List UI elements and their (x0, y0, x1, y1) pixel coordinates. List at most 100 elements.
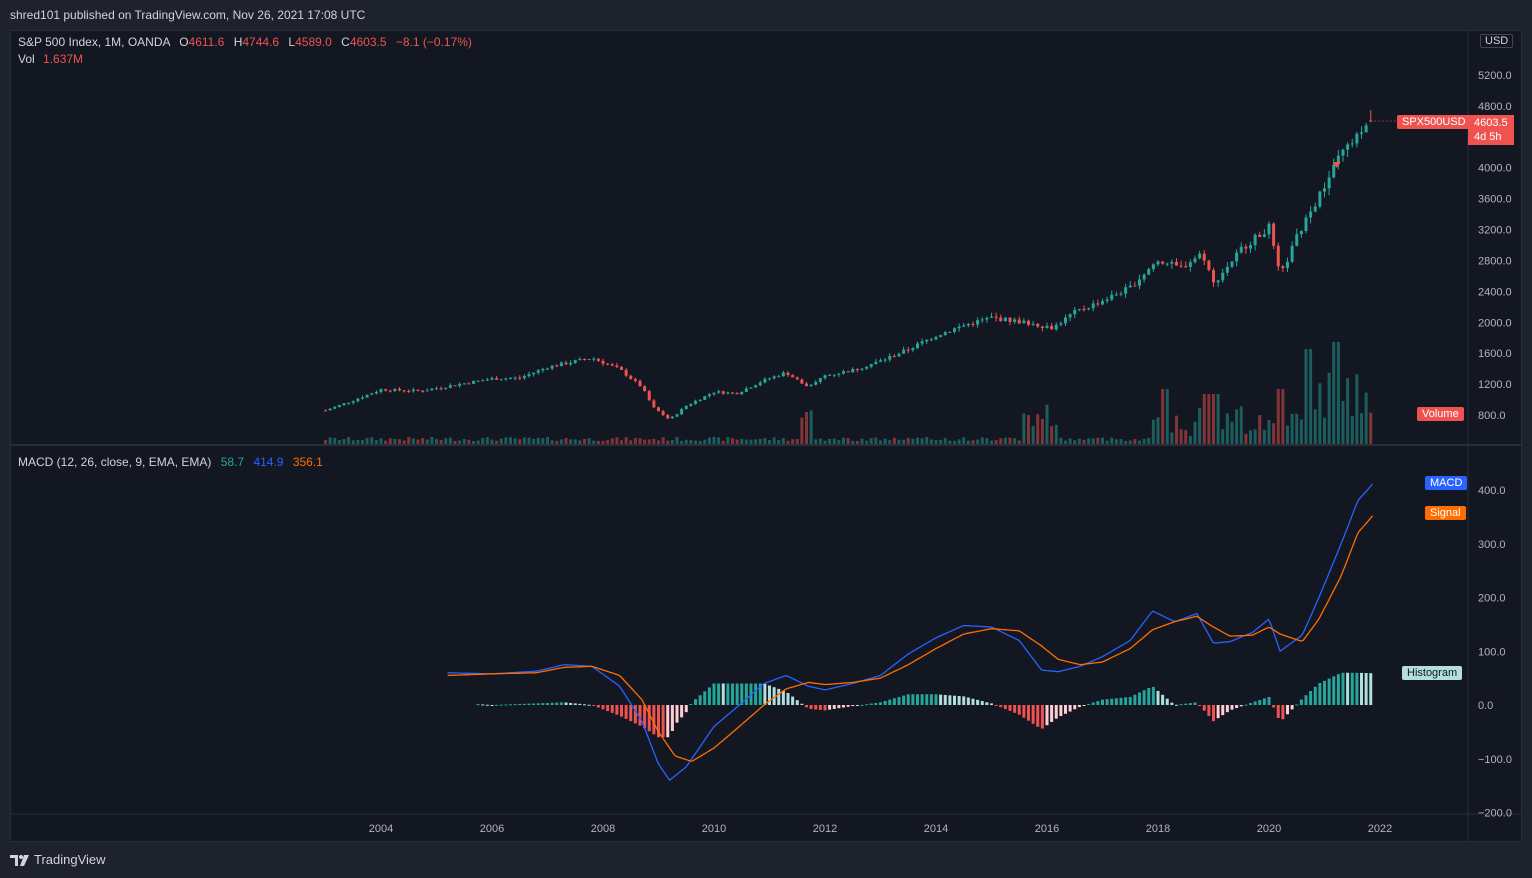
volume-bar (1151, 419, 1155, 444)
macd-histogram-bar (883, 700, 887, 705)
volume-bar (879, 440, 882, 444)
price-axis-tick: 800.0 (1478, 410, 1506, 422)
candle-body (1151, 264, 1155, 270)
candle-body (999, 317, 1003, 322)
candle-body (1101, 301, 1104, 305)
candle-body (943, 332, 947, 336)
candle-body (1346, 144, 1350, 150)
volume-bar (1068, 438, 1072, 444)
time-axis-tick: 2006 (480, 823, 504, 835)
candle-body (897, 353, 901, 357)
volume-bar (620, 440, 623, 444)
candle-body (1179, 265, 1183, 267)
candle-body (874, 361, 878, 365)
volume-bar (1281, 389, 1285, 444)
volume-bar (855, 440, 859, 444)
macd-histogram-bar (532, 703, 536, 705)
candle-body (1309, 211, 1313, 218)
macd-histogram-bar (569, 702, 573, 705)
macd-histogram-bar (1119, 697, 1123, 705)
volume-bar (703, 439, 707, 444)
volume-bar (1096, 437, 1100, 444)
macd-histogram-bar (1276, 705, 1280, 718)
volume-bar (1207, 394, 1211, 444)
volume-bar (337, 440, 341, 444)
volume-bar (1031, 425, 1035, 444)
volume-bar (731, 438, 734, 444)
symbol-label[interactable]: S&P 500 Index, 1M, OANDA (18, 35, 170, 49)
macd-title[interactable]: MACD (12, 26, close, 9, EMA, EMA) (18, 455, 212, 469)
macd-histogram-bar (1064, 705, 1067, 714)
volume-bar (1202, 394, 1206, 444)
macd-histogram-bar (559, 702, 563, 705)
candle-body (800, 379, 804, 384)
volume-bar (643, 439, 647, 444)
candle-body (569, 362, 573, 365)
candle-body (462, 383, 466, 385)
volume-bar (485, 437, 489, 444)
volume-bar (569, 439, 573, 444)
footer-brand[interactable]: TradingView (10, 852, 106, 867)
volume-bar (744, 439, 748, 444)
volume-bar (513, 438, 517, 444)
currency-button[interactable]: USD (1480, 34, 1514, 48)
candle-body (1050, 325, 1054, 330)
macd-histogram-bar (578, 703, 582, 705)
macd-histogram-bar (657, 705, 660, 738)
candle-body (1202, 253, 1206, 261)
volume-bar (499, 438, 503, 444)
volume-bar (828, 438, 832, 444)
volume-bar (814, 439, 818, 444)
macd-histogram-bar (643, 705, 647, 729)
candle-body (467, 383, 471, 385)
macd-histogram-bar (583, 704, 586, 706)
volume-bar (823, 440, 827, 444)
volume-bar (633, 438, 637, 444)
volume-bar (740, 438, 744, 444)
volume-bar (754, 439, 758, 444)
volume-tag: Volume (1417, 407, 1464, 421)
macd-histogram-bar (1364, 673, 1368, 705)
candle-body (1193, 258, 1197, 263)
time-axis-tick: 2012 (813, 823, 837, 835)
macd-histogram-bar (1346, 672, 1350, 705)
macd-histogram-bar (1151, 686, 1155, 705)
candle-body (694, 400, 697, 404)
volume-bar (370, 437, 374, 444)
candle-body (388, 390, 392, 392)
macd-histogram-bar (638, 705, 642, 726)
volume-bar (1332, 342, 1336, 444)
candle-body (1239, 246, 1243, 253)
volume-bar (361, 440, 364, 444)
volume-bar (1082, 439, 1086, 444)
volume-bar (818, 438, 822, 444)
price-axis-tick: 2400.0 (1478, 286, 1512, 298)
candle-body (1249, 245, 1252, 249)
last-price-tag: 4603.5 4d 5h (1468, 115, 1514, 145)
candle-body (966, 323, 970, 326)
macd-histogram-bar (818, 705, 822, 710)
macd-histogram-bar (744, 683, 748, 705)
macd-histogram-bar (1040, 705, 1044, 729)
volume-key[interactable]: Vol (18, 52, 35, 66)
volume-bar (472, 440, 475, 444)
candle-body (1096, 303, 1100, 305)
macd-histogram-bar (620, 705, 623, 717)
macd-histogram-bar (647, 705, 651, 732)
macd-histogram-bar (587, 704, 591, 706)
candle-body (689, 403, 693, 406)
macd-histogram-bar (1369, 673, 1373, 705)
candle-body (1272, 223, 1276, 246)
volume-bar (1161, 389, 1165, 444)
macd-histogram-bar (1031, 705, 1035, 724)
macd-histogram-bar (1124, 697, 1128, 705)
macd-histogram-bar (1008, 705, 1012, 711)
volume-bar (1327, 372, 1331, 444)
macd-histogram-bar (786, 692, 790, 705)
volume-bar (689, 440, 693, 444)
macd-histogram-bar (1036, 705, 1040, 727)
candle-body (990, 316, 993, 318)
volume-bar (398, 439, 401, 444)
candle-body (430, 388, 434, 391)
